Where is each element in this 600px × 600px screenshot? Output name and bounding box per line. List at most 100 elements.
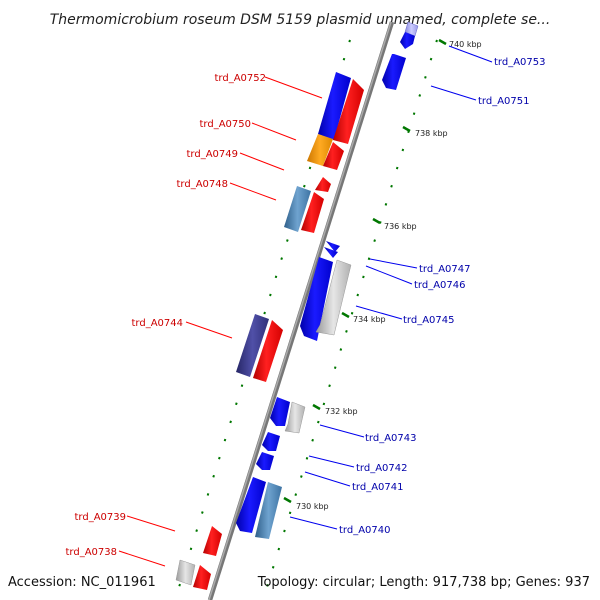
guide-dash — [280, 257, 283, 261]
gene-arrow-trd-a0739[interactable] — [203, 526, 222, 556]
gene-label-trd-a0740[interactable]: trd_A0740 — [339, 525, 391, 536]
guide-dash — [300, 475, 303, 478]
gene-arrow-trd-a0747-head[interactable] — [326, 241, 340, 252]
guide-dash — [384, 202, 388, 206]
guide-dash — [350, 311, 354, 315]
guide-dash — [373, 239, 376, 243]
kbp-tick-734: 734 kbp — [353, 315, 386, 324]
gene-arrow-trd-a0738-gray[interactable] — [175, 559, 196, 586]
guide-dash — [269, 293, 272, 297]
gene-label-trd-a0751[interactable]: trd_A0751 — [478, 96, 530, 107]
inner-track-genes — [175, 72, 364, 590]
gene-label-trd-a0753[interactable]: trd_A0753 — [494, 57, 546, 68]
gene-arrow-trd-a0746[interactable] — [300, 257, 333, 341]
guide-dash — [333, 366, 337, 369]
gene-label-trd-a0745[interactable]: trd_A0745 — [403, 315, 455, 326]
gene-arrow-trd-a0740-blue[interactable] — [236, 477, 266, 533]
gene-arrow-trd-a0753[interactable] — [400, 32, 415, 49]
gene-label-trd-a0748[interactable]: trd_A0748 — [177, 179, 229, 190]
guide-dash — [286, 239, 289, 242]
guide-dash — [288, 511, 292, 515]
guide-dash — [308, 166, 312, 170]
guide-dash — [390, 184, 393, 188]
kbp-tick-736: 736 kbp — [384, 222, 417, 231]
guide-dash — [206, 493, 210, 496]
guide-dash — [305, 457, 309, 460]
gene-label-trd-a0747[interactable]: trd_A0747 — [419, 264, 471, 275]
gene-label-trd-a0741[interactable]: trd_A0741 — [352, 482, 404, 493]
gene-arrow-trd-a0743-blue[interactable] — [270, 397, 290, 426]
gene-arrow-trd-a0751[interactable] — [382, 54, 406, 90]
gene-arrow-trd-a0749-small[interactable] — [315, 177, 331, 192]
guide-dash — [195, 529, 198, 533]
guide-dash — [342, 57, 346, 61]
gene-label-trd-a0750[interactable]: trd_A0750 — [200, 119, 252, 130]
guide-dash — [235, 402, 238, 406]
gene-label-trd-a0743[interactable]: trd_A0743 — [365, 433, 417, 444]
guide-dash — [189, 547, 193, 551]
gene-label-trd-a0744[interactable]: trd_A0744 — [132, 318, 184, 329]
kbp-tick-732: 732 kbp — [325, 407, 358, 416]
kbp-tick-740: 740 kbp — [449, 40, 482, 49]
gene-arrow-trd-a0738[interactable] — [193, 565, 211, 590]
guide-dash — [294, 493, 298, 497]
accession-text: Accession: NC_011961 — [8, 575, 156, 590]
map-title: Thermomicrobium roseum DSM 5159 plasmid … — [50, 12, 551, 28]
gene-labels: trd_A0752 trd_A0750 trd_A0749 trd_A0748 … — [66, 57, 546, 558]
topology-text: Topology: circular; Length: 917,738 bp; … — [257, 575, 590, 590]
guide-dash — [345, 329, 348, 333]
guide-dash — [178, 583, 181, 587]
guide-dash — [311, 438, 314, 442]
kbp-scale: 740 kbp 738 kbp 736 kbp 734 kbp 732 kbp … — [283, 38, 482, 511]
guide-dash — [429, 57, 433, 61]
gene-arrow-trd-a0744-red[interactable] — [253, 320, 283, 382]
guide-dash — [367, 257, 371, 261]
kbp-tick-730: 730 kbp — [296, 502, 329, 511]
gene-arrow-trd-a0749[interactable] — [323, 142, 344, 170]
guide-dash — [435, 39, 438, 43]
gene-arrow-trd-a0740[interactable] — [255, 482, 282, 539]
gene-arrow-trd-a0748[interactable] — [284, 186, 311, 232]
gene-arrow-trd-a0752[interactable] — [318, 72, 351, 140]
gene-label-trd-a0738[interactable]: trd_A0738 — [66, 547, 118, 558]
guide-dash — [223, 438, 227, 442]
gene-arrow-trd-a0750[interactable] — [307, 134, 333, 166]
guide-dash — [263, 311, 266, 315]
guide-dash — [317, 420, 320, 424]
guide-dash — [277, 547, 281, 551]
gene-label-trd-a0752[interactable]: trd_A0752 — [215, 73, 267, 84]
guide-dash — [401, 148, 405, 152]
gene-label-trd-a0739[interactable]: trd_A0739 — [75, 512, 127, 523]
gene-arrow-trd-a0741[interactable] — [256, 452, 274, 470]
guide-dash — [412, 112, 416, 115]
guide-dash — [418, 94, 422, 97]
label-connectors — [118, 45, 493, 567]
guide-dash — [339, 348, 343, 351]
guide-dash — [395, 166, 399, 170]
outer-track-genes — [236, 21, 419, 539]
guide-dash — [328, 384, 331, 388]
kbp-tick-738: 738 kbp — [415, 129, 448, 138]
guide-dash — [283, 529, 286, 533]
guide-dash — [266, 583, 269, 587]
gene-arrow-trd-a0742[interactable] — [262, 432, 280, 451]
guide-dash — [218, 456, 221, 460]
gene-label-trd-a0742[interactable]: trd_A0742 — [356, 463, 408, 474]
gene-arrow-trd-a0744[interactable] — [236, 314, 269, 377]
guide-dash — [322, 402, 326, 406]
gene-arrow-trd-a0747-head2[interactable] — [324, 247, 338, 258]
gene-arrow-trd-a0745[interactable] — [315, 259, 352, 336]
gene-label-trd-a0749[interactable]: trd_A0749 — [187, 149, 239, 160]
guide-dash — [424, 76, 427, 79]
guide-dash — [362, 275, 365, 279]
gene-arrow-trd-a0752-red[interactable] — [333, 79, 364, 144]
guide-dash — [303, 184, 306, 188]
guide-dash — [240, 384, 244, 387]
gene-label-trd-a0746[interactable]: trd_A0746 — [414, 280, 466, 291]
guide-dash — [212, 474, 215, 478]
plasmid-backbone — [207, 21, 395, 600]
gene-arrow-trd-a0743[interactable] — [284, 401, 306, 434]
gene-arrow-trd-a0748-red[interactable] — [301, 192, 324, 233]
